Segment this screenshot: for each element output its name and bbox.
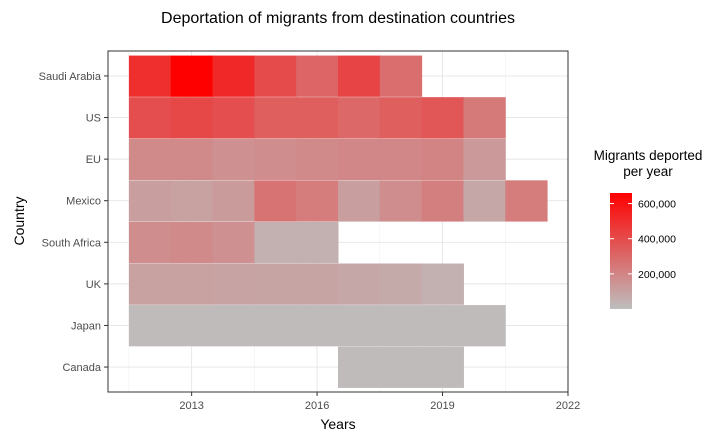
legend-ticks: 200,000 400,000 600,000 xyxy=(610,199,676,281)
heatmap-tile xyxy=(296,263,339,305)
heatmap-tile xyxy=(338,55,381,97)
y-tick-label: Japan xyxy=(71,320,101,332)
heatmap-tile xyxy=(296,138,339,180)
y-tick-label: Saudi Arabia xyxy=(39,71,102,83)
color-legend: Migrants deported per year 200,000 400,00… xyxy=(594,148,703,309)
heatmap-tile xyxy=(421,305,464,347)
y-tick-label: UK xyxy=(86,279,102,291)
heatmap-tile xyxy=(379,138,423,180)
heatmap-tile xyxy=(338,180,381,222)
heatmap-tile xyxy=(170,263,214,305)
heatmap-tile xyxy=(254,180,297,222)
heatmap-tile xyxy=(463,138,506,180)
heatmap-tile xyxy=(254,263,297,305)
heatmap-tile xyxy=(296,221,339,264)
heatmap-tile xyxy=(212,221,255,264)
legend-title-line-1: Migrants deported xyxy=(594,148,703,163)
heatmap-tile xyxy=(463,97,506,139)
x-axis: 2013 2016 2019 2022 xyxy=(179,392,580,412)
heatmap-tile xyxy=(128,305,172,347)
heatmap-tile xyxy=(463,305,506,347)
legend-colorbar xyxy=(610,193,632,309)
heatmap-tile xyxy=(170,180,214,222)
plot-border xyxy=(107,50,569,393)
heatmap-tile xyxy=(379,55,423,97)
heatmap-tile xyxy=(254,97,297,139)
heatmap-tile xyxy=(128,97,172,139)
heatmap-tile xyxy=(379,305,423,347)
y-axis-title: Country xyxy=(11,196,27,245)
heatmap-tile xyxy=(463,180,506,222)
heatmap-tile xyxy=(128,55,172,97)
heatmap-tile xyxy=(338,97,381,139)
heatmap-tile xyxy=(379,346,423,388)
y-tick-label: Canada xyxy=(62,362,101,374)
legend-tick-label: 400,000 xyxy=(638,234,676,246)
heatmap-tile xyxy=(296,97,339,139)
heatmap-tile xyxy=(421,180,464,222)
plot-panel xyxy=(107,50,569,393)
heatmap-tile xyxy=(128,221,172,264)
chart-title: Deportation of migrants from destination… xyxy=(161,10,515,27)
heatmap-tiles xyxy=(128,55,548,388)
heatmap-tile xyxy=(212,55,255,97)
y-axis: Saudi Arabia US EU Mexico South Africa UK Japa… xyxy=(39,71,108,374)
heatmap-tile xyxy=(212,180,255,222)
y-tick-label: South Africa xyxy=(42,237,102,249)
heatmap-tile xyxy=(421,138,464,180)
heatmap-tile xyxy=(505,180,548,222)
x-tick-label: 2013 xyxy=(179,400,203,412)
heatmap-tile xyxy=(379,180,423,222)
heatmap-tile xyxy=(296,180,339,222)
legend-title-line-2: per year xyxy=(623,164,673,179)
x-axis-title: Years xyxy=(320,416,355,432)
heatmap-tile xyxy=(128,138,172,180)
heatmap-tile xyxy=(421,97,464,139)
heatmap-tile xyxy=(254,55,297,97)
x-tick-label: 2019 xyxy=(430,400,454,412)
heatmap-tile xyxy=(212,305,255,347)
y-tick-label: Mexico xyxy=(66,196,101,208)
heatmap-tile xyxy=(128,180,172,222)
heatmap-tile xyxy=(170,55,214,97)
heatmap-tile xyxy=(170,221,214,264)
heatmap-tile xyxy=(338,263,381,305)
heatmap-tile xyxy=(379,97,423,139)
heatmap-tile xyxy=(170,305,214,347)
y-tick-label: US xyxy=(86,113,101,125)
heatmap-tile xyxy=(421,346,464,388)
heatmap-tile xyxy=(296,55,339,97)
heatmap-tile xyxy=(338,305,381,347)
heatmap-tile xyxy=(338,346,381,388)
heatmap-tile xyxy=(254,221,297,264)
heatmap-tile xyxy=(421,263,464,305)
legend-tick-label: 200,000 xyxy=(638,269,676,281)
heatmap-tile xyxy=(170,138,214,180)
y-tick-label: EU xyxy=(86,154,101,166)
heatmap-tile xyxy=(212,97,255,139)
heatmap-tile xyxy=(128,263,172,305)
heatmap-tile xyxy=(338,138,381,180)
heatmap-tile xyxy=(296,305,339,347)
heatmap-tile xyxy=(379,263,423,305)
heatmap-tile xyxy=(212,138,255,180)
heatmap-tile xyxy=(212,263,255,305)
x-tick-label: 2016 xyxy=(305,400,329,412)
heatmap-tile xyxy=(254,305,297,347)
heatmap-tile xyxy=(170,97,214,139)
legend-tick-label: 600,000 xyxy=(638,199,676,211)
heatmap-tile xyxy=(254,138,297,180)
x-tick-label: 2022 xyxy=(556,400,580,412)
